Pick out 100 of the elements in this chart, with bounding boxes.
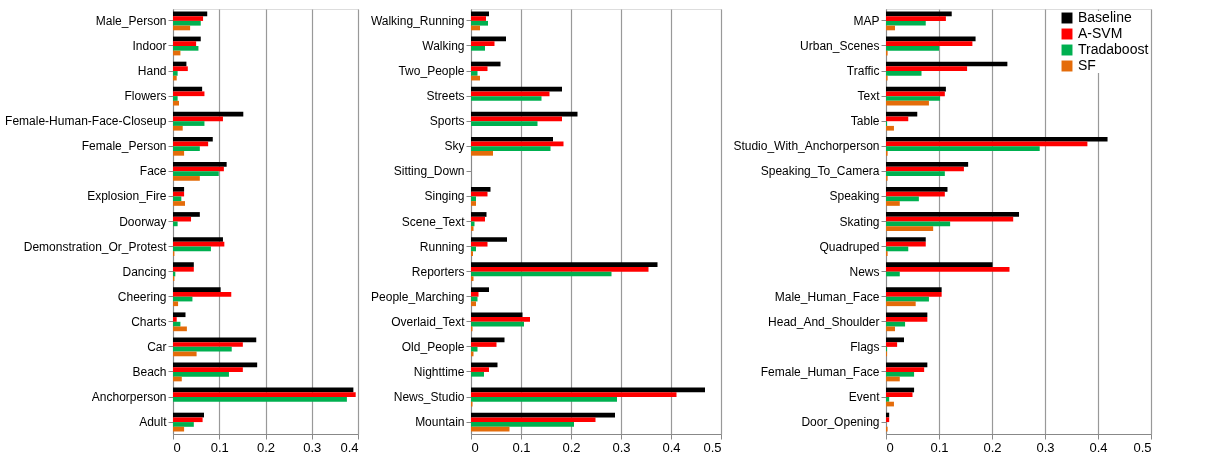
y-tick-label: Studio_With_Anchorperson [733, 139, 880, 154]
bar [173, 196, 182, 202]
legend-label: A-SVM [1078, 25, 1123, 41]
bar [471, 337, 505, 343]
bar [471, 317, 530, 322]
bar [173, 422, 194, 427]
bar [173, 20, 201, 26]
bar [173, 221, 178, 227]
bar [471, 422, 574, 427]
bar [173, 292, 232, 297]
bar [173, 371, 229, 377]
bar [173, 125, 183, 131]
bar [886, 262, 993, 267]
bar [886, 367, 925, 372]
y-tick-label: Flowers [124, 89, 167, 104]
bar [471, 201, 476, 206]
y-tick-label: News [849, 264, 880, 279]
bar [471, 312, 523, 318]
bar [471, 45, 485, 51]
bar [471, 226, 474, 231]
legend-label: SF [1078, 57, 1096, 73]
bar [886, 301, 916, 307]
bar [886, 91, 945, 97]
bar [173, 397, 347, 402]
y-tick-label: Charts [131, 314, 167, 329]
y-tick-label: Table [850, 114, 880, 129]
x-tick-label: 0.1 [210, 439, 229, 455]
bar [173, 136, 213, 142]
bar [886, 111, 918, 117]
bar [886, 196, 919, 202]
y-tick-label: Event [848, 390, 881, 405]
y-tick-label: Walking [422, 38, 465, 53]
bar [173, 75, 177, 81]
bar [173, 287, 221, 293]
bar [471, 392, 677, 398]
bar [173, 342, 243, 347]
y-tick-label: Sitting_Down [393, 164, 465, 179]
bar [471, 71, 478, 76]
x-tick-label: 0.3 [1036, 439, 1055, 455]
y-tick-label: Singing [424, 189, 465, 204]
y-tick-label: Flags [850, 339, 880, 354]
bar [173, 326, 187, 332]
bar [173, 266, 194, 272]
bar [173, 187, 185, 192]
bar [886, 392, 913, 398]
y-tick-label: Reporters [411, 264, 465, 279]
x-tick-label: 0.3 [303, 439, 322, 455]
bar [471, 292, 479, 297]
bar [173, 96, 178, 101]
y-tick-label: Streets [426, 89, 465, 104]
y-tick-label: Female_Person [81, 139, 167, 154]
bar [886, 417, 890, 423]
bar [173, 262, 194, 267]
y-tick-label: Indoor [132, 38, 167, 53]
y-tick-label: Overlaid_Text [391, 314, 466, 329]
x-tick-label: 0.5 [703, 439, 722, 455]
bar [173, 91, 205, 97]
y-tick-label: Demonstration_Or_Protest [23, 239, 168, 254]
y-tick-label: Sky [444, 139, 465, 154]
x-tick-label: 0 [173, 439, 181, 455]
x-tick-label: 0.2 [983, 439, 1002, 455]
bar [173, 392, 356, 398]
y-tick-label: Traffic [846, 64, 880, 79]
x-tick-label: 0 [886, 439, 894, 455]
bar [173, 71, 178, 76]
bar [886, 212, 1020, 217]
bar [471, 216, 485, 222]
bar [173, 301, 179, 307]
bar [886, 397, 890, 402]
bar [173, 317, 177, 322]
y-tick-label: Male_Human_Face [774, 289, 880, 304]
bar [886, 71, 922, 76]
bar [173, 45, 199, 51]
bar [886, 287, 942, 293]
x-tick-label: 0 [471, 439, 479, 455]
bar [886, 266, 1010, 272]
y-tick-label: Explosion_Fire [87, 189, 167, 204]
y-tick-label: MAP [853, 13, 880, 28]
bar [173, 346, 232, 352]
y-tick-label: Car [147, 339, 167, 354]
y-tick-label: Dancing [122, 264, 167, 279]
y-tick-label: Walking_Running [370, 13, 465, 28]
bar [471, 150, 493, 156]
bar [886, 226, 934, 231]
y-tick-label: Two_People [398, 64, 465, 79]
y-tick-label: News_Studio [393, 390, 465, 405]
bar [886, 292, 942, 297]
y-tick-label: Cheering [117, 289, 167, 304]
bar [886, 16, 946, 21]
bar [886, 312, 928, 318]
bar [471, 417, 596, 423]
bar [173, 241, 225, 247]
bar [173, 146, 200, 151]
bar [471, 296, 478, 302]
bar [471, 351, 474, 357]
y-tick-label: Anchorperson [91, 390, 167, 405]
y-tick-label: Nighttime [413, 364, 465, 379]
bar [471, 20, 488, 26]
bar [173, 41, 197, 46]
y-tick-label: Female-Human-Face-Closeup [5, 114, 167, 129]
